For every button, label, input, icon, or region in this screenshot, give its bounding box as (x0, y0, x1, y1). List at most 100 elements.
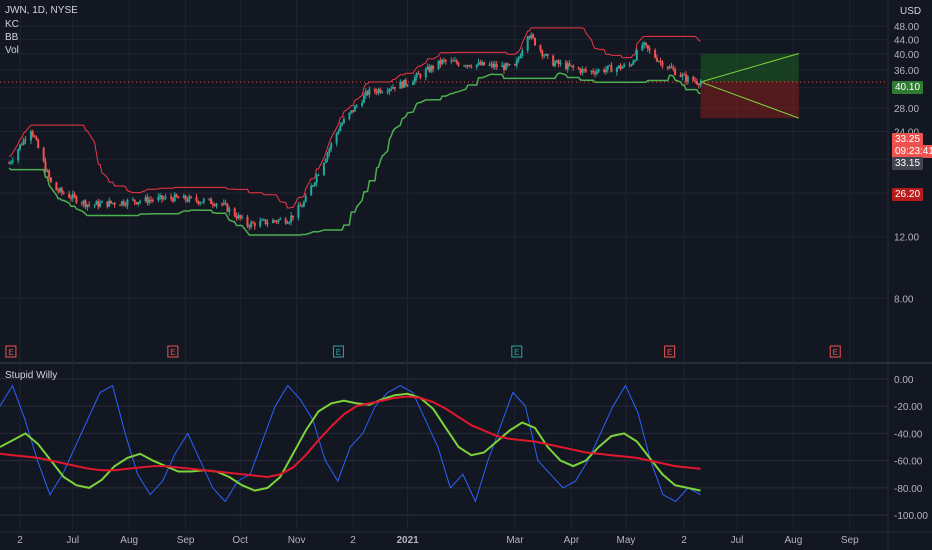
candle-body (674, 69, 677, 75)
candle-body (590, 70, 593, 72)
lower-band (8, 72, 701, 236)
candle-body (559, 62, 562, 65)
candle-body (572, 65, 575, 68)
candle-body (144, 197, 147, 201)
symbol-title[interactable]: JWN, 1D, NYSE (5, 5, 78, 16)
candle-body (137, 202, 140, 205)
candle-body (157, 196, 160, 201)
candle-body (200, 202, 203, 204)
candle-body (659, 61, 662, 63)
candle-body (73, 193, 76, 197)
candle-body (120, 201, 123, 206)
candle-body (386, 91, 389, 93)
candle-body (530, 34, 533, 38)
candle-body (122, 201, 125, 205)
candle-body (290, 215, 293, 223)
candle-body (69, 197, 72, 199)
candle-body (450, 60, 453, 62)
earnings-marker (332, 345, 344, 358)
oscillator-pane (0, 378, 888, 516)
indicator-vol[interactable]: Vol (5, 45, 19, 56)
time-tick-label: Oct (232, 535, 248, 546)
indicator-kc[interactable]: KC (5, 19, 19, 30)
candle-body (248, 225, 251, 228)
candle-body (46, 170, 49, 172)
earnings-marker (167, 345, 179, 358)
candle-body (610, 65, 613, 73)
candle-body (253, 222, 256, 227)
price-tick-label: 40.00 (894, 50, 919, 61)
candle-body (42, 147, 45, 162)
candle-body (699, 82, 702, 86)
candle-body (504, 63, 507, 71)
candle-body (361, 102, 364, 106)
candle-body (239, 215, 242, 219)
osc-tick-label: -80.00 (894, 484, 923, 495)
candle-body (286, 222, 289, 224)
candle-body (634, 60, 637, 62)
candle-body (350, 110, 353, 113)
candle-body (313, 182, 316, 186)
candle-body (302, 201, 305, 207)
candle-body (111, 202, 114, 204)
candle-body (579, 69, 582, 73)
candle-body (146, 197, 149, 203)
osc-tick-label: -60.00 (894, 457, 923, 468)
candle-body (71, 193, 74, 199)
candle-body (508, 64, 511, 66)
osc-signal-red (0, 395, 701, 479)
osc-signal-green (0, 392, 701, 492)
candle-body (619, 65, 622, 69)
candle-body (615, 67, 618, 73)
candle-body (581, 68, 584, 73)
candle-body (139, 200, 142, 203)
candle-body (594, 72, 597, 74)
candle-body (264, 219, 267, 225)
candle-body (628, 64, 631, 66)
candle-body (603, 69, 606, 73)
candle-body (317, 174, 320, 176)
candle-body (554, 62, 556, 66)
candle-body (177, 196, 180, 199)
candle-body (466, 65, 469, 67)
candle-body (75, 196, 78, 203)
candle-body (84, 200, 87, 208)
candle-body (644, 42, 647, 45)
candle-body (683, 74, 686, 76)
candle-body (8, 163, 11, 165)
oscillator-title[interactable]: Stupid Willy (5, 370, 58, 381)
upper-band (8, 27, 701, 209)
candle-body (415, 73, 418, 78)
osc-tick-label: -40.00 (894, 429, 923, 440)
candle-body (546, 54, 549, 56)
candle-body (513, 64, 516, 66)
candle-body (221, 203, 223, 205)
time-tick-label: 2 (350, 535, 356, 546)
time-tick-label: 2 (17, 535, 23, 546)
candle-body (202, 199, 205, 203)
candle-body (284, 218, 287, 224)
candle-body (339, 125, 342, 132)
candle-body (273, 220, 276, 222)
candle-body (503, 65, 506, 71)
candle-body (419, 74, 422, 78)
candle-body (541, 50, 544, 56)
time-tick-label: Sep (177, 535, 195, 546)
candle-body (31, 131, 34, 136)
candle-body (404, 79, 407, 86)
indicator-bb[interactable]: BB (5, 32, 19, 43)
candle-body (222, 202, 225, 205)
candle-body (364, 91, 367, 96)
candle-body (368, 89, 371, 95)
candle-body (552, 55, 555, 66)
candle-body (148, 199, 151, 203)
candle-body (226, 203, 229, 212)
price-tick-label: 24.00 (894, 127, 919, 138)
time-tick-label: 2021 (396, 535, 419, 546)
candle-body (261, 219, 264, 221)
candle-body (477, 62, 480, 65)
time-tick-label: Sep (841, 535, 859, 546)
stop-price-tag: 26.20 (892, 188, 924, 201)
candle-body (95, 201, 98, 205)
candle-body (630, 64, 633, 66)
